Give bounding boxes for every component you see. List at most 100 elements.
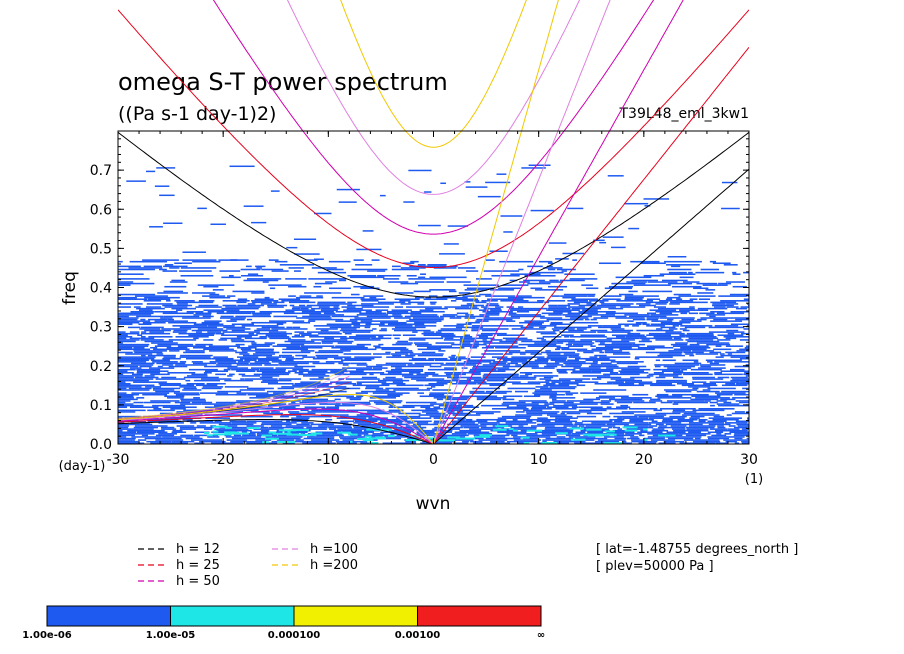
field-cell <box>593 317 609 319</box>
field-cell <box>731 412 749 415</box>
field-cell <box>155 390 180 393</box>
field-cell <box>285 359 294 362</box>
field-cell <box>707 387 736 390</box>
field-cell <box>658 434 676 437</box>
field-cell <box>322 389 331 391</box>
field-cell <box>451 343 487 346</box>
field-cell <box>599 301 605 304</box>
field-cell <box>748 273 749 275</box>
field-cell <box>177 303 188 305</box>
field-cell <box>587 295 595 297</box>
field-cell <box>136 370 169 373</box>
y-tick-label: 0.0 <box>90 437 112 453</box>
field-cell <box>380 373 414 376</box>
field-cell <box>118 331 126 333</box>
field-cell <box>194 379 220 382</box>
field-cell <box>423 334 456 337</box>
field-cell <box>264 342 275 344</box>
field-cell <box>484 312 500 315</box>
field-cell <box>654 364 663 366</box>
field-cell <box>507 387 536 390</box>
field-cell <box>581 284 593 286</box>
field-cell <box>255 265 266 268</box>
field-cell <box>160 317 173 319</box>
field-cell <box>118 334 128 337</box>
field-cell <box>730 356 749 358</box>
field-cell <box>254 348 274 351</box>
field-cell <box>373 345 381 347</box>
field-cell <box>715 345 722 347</box>
field-cell <box>118 296 137 299</box>
field-cell <box>712 262 731 265</box>
field-cell <box>391 268 420 271</box>
field-cell <box>513 436 551 438</box>
field-cell <box>172 331 187 333</box>
field-cell <box>185 350 205 352</box>
field-cell <box>483 307 501 310</box>
field-cell <box>505 353 513 355</box>
field-cell <box>730 310 749 313</box>
field-cell <box>265 436 303 438</box>
field-cell <box>340 420 355 423</box>
field-cell <box>212 430 219 433</box>
field-cell <box>191 373 208 376</box>
field-cell <box>706 314 726 316</box>
field-cell <box>707 420 727 423</box>
field-cell <box>328 426 352 429</box>
field-cell <box>625 336 647 338</box>
field-cell <box>118 401 126 404</box>
field-cell <box>364 326 371 329</box>
field-cell <box>152 361 178 363</box>
x-tick-label: 30 <box>740 452 758 468</box>
field-cell <box>420 406 431 409</box>
field-cell <box>174 262 192 265</box>
field-cell <box>642 323 650 326</box>
field-cell <box>310 432 323 435</box>
field-cell <box>179 426 214 429</box>
field-cell <box>587 314 615 316</box>
field-cell <box>466 303 475 305</box>
field-cell <box>118 317 139 319</box>
field-cell <box>164 417 202 419</box>
field-cell <box>378 336 384 338</box>
field-cell <box>422 440 456 443</box>
field-cell <box>418 429 453 432</box>
rossby-curve <box>118 414 434 444</box>
field-cell <box>563 425 578 427</box>
field-cell <box>485 295 516 297</box>
field-cell <box>360 287 380 290</box>
field-cell <box>433 417 466 419</box>
field-cell <box>582 309 598 311</box>
field-cell <box>141 354 146 357</box>
field-cell <box>545 426 567 429</box>
field-cell <box>627 332 641 335</box>
field-cell <box>324 337 334 340</box>
field-cell <box>337 428 369 430</box>
field-cell <box>698 367 726 369</box>
field-cell <box>363 434 394 437</box>
field-cell <box>481 353 504 355</box>
field-cell <box>719 353 725 355</box>
field-cell <box>147 298 171 301</box>
field-cell <box>460 345 479 347</box>
field-cell <box>520 326 534 329</box>
field-cell <box>712 303 726 305</box>
field-cell <box>708 326 745 329</box>
field-cell <box>349 318 373 321</box>
field-cell <box>518 400 547 402</box>
field-cell <box>735 318 749 321</box>
field-cell <box>735 400 749 402</box>
field-cell <box>514 390 529 393</box>
field-cell <box>521 362 529 365</box>
field-cell <box>352 384 390 387</box>
field-cell <box>346 397 362 399</box>
field-cell <box>227 295 236 297</box>
field-cell <box>159 268 167 271</box>
field-cell <box>386 356 414 358</box>
field-cell <box>267 304 288 307</box>
field-cell <box>361 425 398 427</box>
field-cell <box>229 432 249 435</box>
field-cell <box>591 370 614 373</box>
field-cell <box>264 437 279 440</box>
field-cell <box>430 303 436 305</box>
